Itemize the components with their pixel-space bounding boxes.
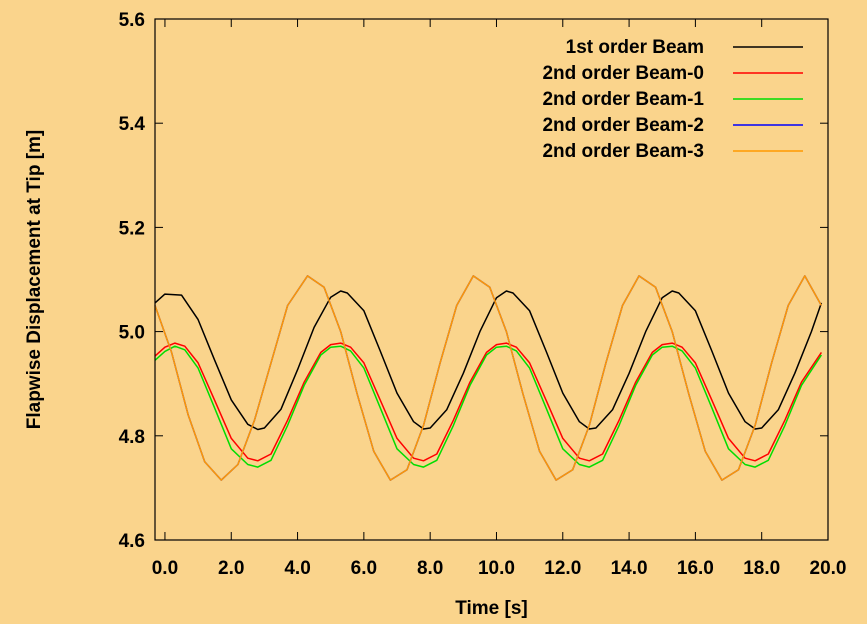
legend-label: 1st order Beam [566, 37, 704, 58]
series-layer [154, 275, 823, 481]
x-tick-label: 20.0 [810, 558, 847, 579]
series-line-1 [154, 342, 823, 462]
x-tick-label: 16.0 [677, 558, 714, 579]
legend-label: 2nd order Beam-2 [542, 115, 704, 136]
series-line-0 [154, 290, 823, 431]
x-tick-label: 2.0 [218, 558, 244, 579]
x-tick-label: 10.0 [478, 558, 515, 579]
legend: 1st order Beam 2nd order Beam-0 2nd order … [542, 37, 803, 162]
y-axis-label: Flapwise Displacement at Tip [m] [24, 130, 45, 430]
x-tick-label: 4.0 [284, 558, 310, 579]
x-tick-label: 14.0 [611, 558, 648, 579]
y-tick-label: 4.6 [119, 531, 145, 552]
legend-label: 2nd order Beam-1 [542, 89, 704, 110]
ticks-layer: 0.0 2.0 4.0 6.0 8.0 10.0 12.0 14.0 16.0 18.0 20.0 4… [119, 10, 847, 579]
y-tick-label: 5.0 [119, 323, 145, 344]
x-tick-label: 6.0 [351, 558, 377, 579]
plot-frame [154, 18, 829, 541]
y-tick-label: 4.8 [119, 427, 145, 448]
x-tick-label: 18.0 [743, 558, 780, 579]
x-tick-label: 12.0 [544, 558, 581, 579]
series-line-2 [154, 345, 823, 468]
x-tick-label: 0.0 [152, 558, 178, 579]
legend-label: 2nd order Beam-0 [542, 63, 704, 84]
series-line-4 [154, 275, 823, 481]
y-tick-label: 5.2 [119, 218, 145, 239]
legend-label: 2nd order Beam-3 [542, 141, 704, 162]
x-tick-label: 8.0 [417, 558, 443, 579]
y-tick-label: 5.6 [119, 10, 145, 31]
y-tick-label: 5.4 [119, 114, 146, 135]
x-axis-label: Time [s] [455, 598, 528, 619]
